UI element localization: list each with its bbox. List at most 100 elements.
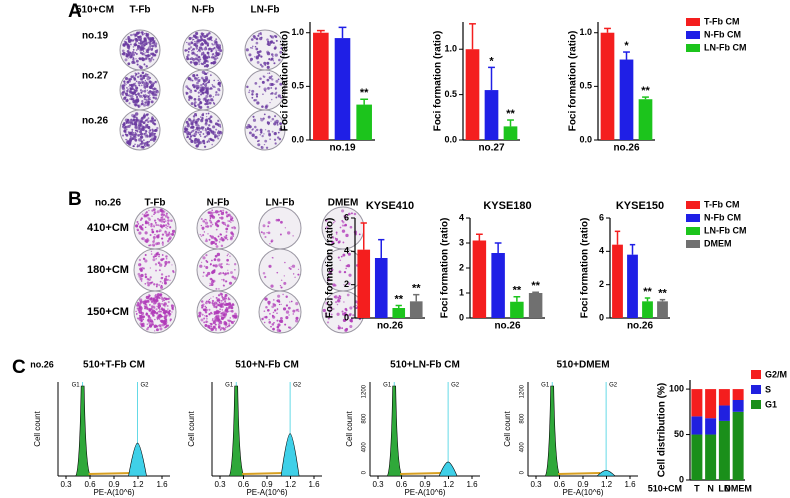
colony <box>147 213 149 216</box>
colony <box>185 120 189 124</box>
colony <box>139 85 141 87</box>
colony <box>207 112 210 115</box>
peak-label: G1 <box>541 383 550 389</box>
colony <box>212 296 214 298</box>
colony <box>157 302 161 306</box>
colony <box>202 275 204 277</box>
colony <box>202 86 206 90</box>
colony <box>193 53 197 56</box>
colony <box>343 270 347 274</box>
colony <box>211 57 213 59</box>
colony <box>207 233 209 235</box>
colony <box>209 216 212 219</box>
colony <box>220 211 225 216</box>
colony <box>192 84 194 87</box>
colony <box>208 118 211 121</box>
colony <box>259 133 262 136</box>
y-tick-label: 1 <box>459 287 464 297</box>
colony <box>212 96 215 98</box>
colony <box>140 138 142 141</box>
colony <box>148 303 151 306</box>
x-axis-title: PE-A(10^6) <box>246 488 287 497</box>
colony <box>192 51 195 54</box>
colony <box>206 321 209 323</box>
colony <box>233 263 237 266</box>
colony <box>126 139 128 141</box>
colony <box>266 61 270 65</box>
colony <box>291 264 296 268</box>
colony <box>220 312 223 315</box>
colony <box>169 318 172 321</box>
colony <box>123 122 126 124</box>
colony <box>270 59 273 62</box>
colony <box>138 138 142 142</box>
colony <box>125 86 128 89</box>
colony <box>142 50 145 52</box>
colony <box>167 260 171 264</box>
colony <box>165 255 168 258</box>
colony <box>167 219 170 222</box>
colony <box>151 45 155 48</box>
colony <box>227 297 230 301</box>
colony <box>149 97 151 99</box>
legend-label: N-Fb CM <box>704 212 741 222</box>
colony <box>134 132 138 136</box>
colony <box>201 116 204 120</box>
colony <box>248 53 252 57</box>
colony <box>245 125 249 129</box>
colony <box>137 45 140 48</box>
colony <box>200 84 203 87</box>
colony <box>251 47 254 50</box>
colony <box>193 135 196 138</box>
dish-row-label: no.26 <box>82 116 109 127</box>
colony <box>149 132 152 136</box>
y-tick-label: 2 <box>459 262 464 272</box>
colony <box>144 273 147 276</box>
colony <box>330 316 333 319</box>
colony <box>219 238 222 241</box>
colony <box>280 286 283 289</box>
significance-label: * <box>489 55 494 67</box>
colony <box>290 266 292 268</box>
colony <box>215 38 218 41</box>
colony <box>144 275 148 279</box>
colony <box>152 82 156 85</box>
colony <box>155 308 158 311</box>
colony <box>190 41 194 45</box>
colony <box>234 312 237 316</box>
bar <box>600 32 615 140</box>
colony <box>202 133 205 135</box>
colony <box>254 98 258 102</box>
colony <box>278 319 282 323</box>
colony <box>288 326 290 329</box>
colony <box>140 88 142 91</box>
colony <box>273 62 276 65</box>
colony <box>341 224 344 227</box>
bar <box>642 301 653 318</box>
colony <box>220 244 224 248</box>
colony <box>148 322 151 325</box>
colony <box>251 128 254 131</box>
colony <box>292 313 295 315</box>
colony <box>259 63 263 66</box>
colony <box>280 220 283 224</box>
y-tick-label: 0.5 <box>444 89 457 99</box>
colony <box>218 241 221 243</box>
colony <box>196 144 199 148</box>
colony <box>137 223 140 225</box>
colony <box>129 33 133 37</box>
colony <box>202 139 206 143</box>
colony <box>213 258 217 261</box>
colony <box>150 222 153 226</box>
colony <box>158 310 161 313</box>
colony <box>198 39 201 42</box>
colony <box>194 89 197 92</box>
legend-swatch <box>686 240 700 248</box>
colony <box>349 324 353 329</box>
colony <box>255 93 259 96</box>
colony <box>149 267 152 269</box>
colony <box>210 98 214 102</box>
colony <box>230 309 234 313</box>
colony <box>330 313 333 316</box>
